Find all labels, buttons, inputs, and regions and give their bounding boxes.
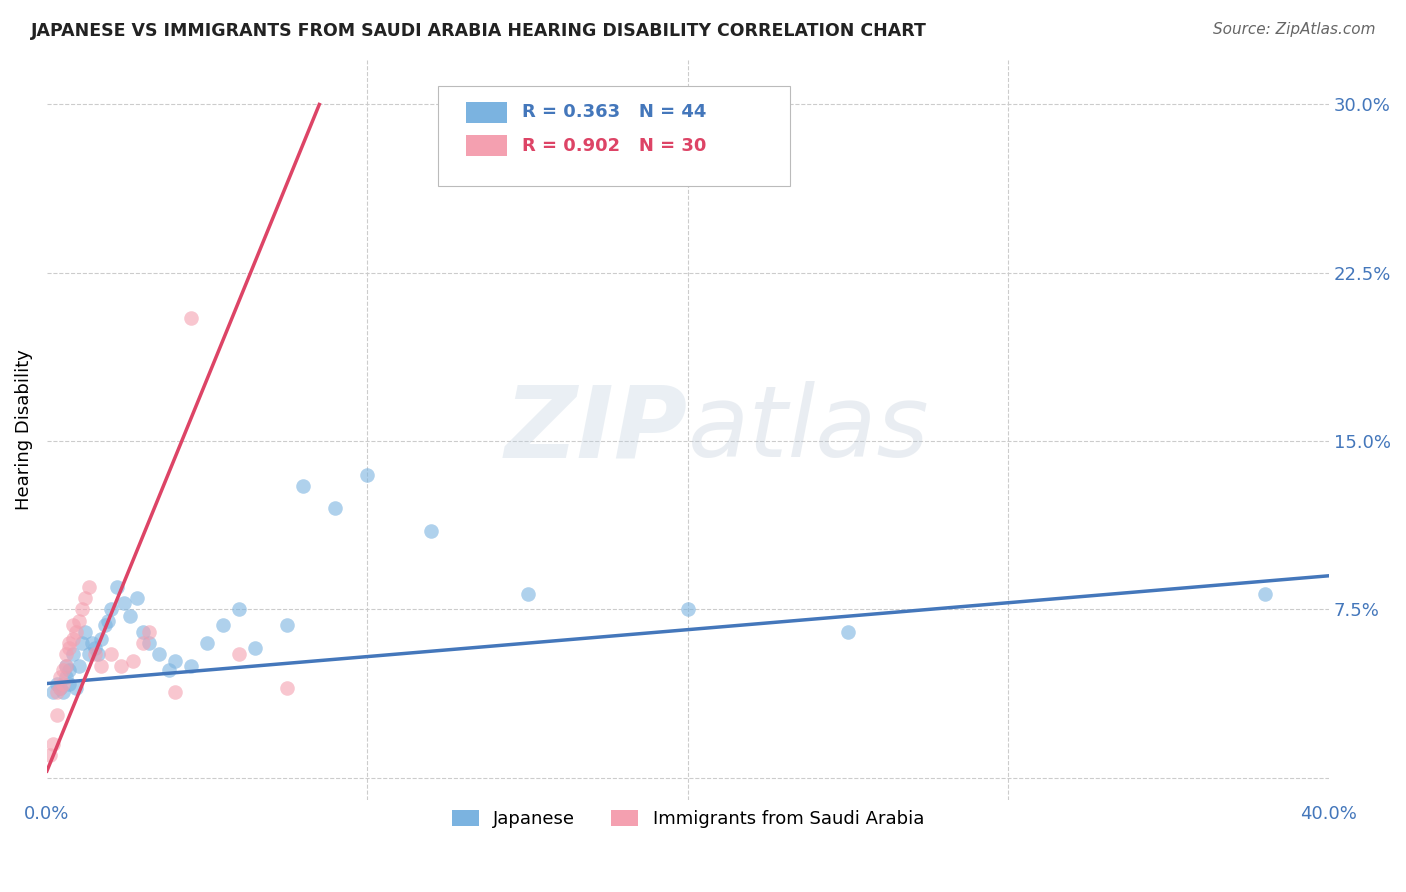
Text: Source: ZipAtlas.com: Source: ZipAtlas.com [1212,22,1375,37]
Point [84,640,107,655]
Point [180,658,202,673]
Point [42,685,65,699]
Text: R = 0.902   N = 30: R = 0.902 N = 30 [523,136,707,154]
Point [132,624,155,639]
Point [62,618,84,632]
Text: ZIP: ZIP [505,382,688,478]
Point [48,681,70,695]
Point [90,658,112,673]
Point [138,636,160,650]
Point [67,614,90,628]
Point [228,602,250,616]
Point [48,681,70,695]
Text: R = 0.363   N = 44: R = 0.363 N = 44 [523,103,707,121]
Point [70,602,93,616]
Text: atlas: atlas [688,382,929,478]
FancyBboxPatch shape [465,102,508,122]
Legend: Japanese, Immigrants from Saudi Arabia: Japanese, Immigrants from Saudi Arabia [444,803,931,836]
FancyBboxPatch shape [437,86,790,186]
Point [138,624,160,639]
Point [65,624,87,639]
Point [676,602,699,616]
Point [42,737,65,751]
Point [39,748,62,763]
Point [55,658,77,673]
FancyBboxPatch shape [465,136,508,156]
Point [100,648,122,662]
Point [165,654,187,668]
Point [195,636,218,650]
Point [132,636,155,650]
Point [84,648,107,662]
Point [356,467,378,482]
Point [80,636,103,650]
Point [58,663,80,677]
Point [276,618,298,632]
Point [55,648,77,662]
Text: JAPANESE VS IMMIGRANTS FROM SAUDI ARABIA HEARING DISABILITY CORRELATION CHART: JAPANESE VS IMMIGRANTS FROM SAUDI ARABIA… [31,22,927,40]
Point [75,624,97,639]
Point [75,591,97,606]
Y-axis label: Hearing Disability: Hearing Disability [15,350,32,510]
Point [48,670,70,684]
Point [52,685,75,699]
Point [58,640,80,655]
Point [65,681,87,695]
Point [77,580,100,594]
Point [87,648,110,662]
Point [292,479,315,493]
Point [62,648,84,662]
Point [45,707,67,722]
Point [45,685,67,699]
Point [245,640,267,655]
Point [70,636,93,650]
Point [93,618,115,632]
Point [837,624,859,639]
Point [52,676,75,690]
Point [157,663,180,677]
Point [112,596,135,610]
Point [100,602,122,616]
Point [58,636,80,650]
Point [110,658,132,673]
Point [45,676,67,690]
Point [122,654,145,668]
Point [62,632,84,646]
Point [323,501,346,516]
Point [180,310,202,325]
Point [52,663,75,677]
Point [228,648,250,662]
Point [55,658,77,673]
Point [67,658,90,673]
Point [165,685,187,699]
Point [125,591,148,606]
Point [58,676,80,690]
Point [120,609,142,624]
Point [77,648,100,662]
Point [420,524,443,538]
Point [148,648,170,662]
Point [90,632,112,646]
Point [516,587,538,601]
Point [55,670,77,684]
Point [276,681,298,695]
Point [105,580,128,594]
Point [1253,587,1275,601]
Point [97,614,120,628]
Point [212,618,235,632]
